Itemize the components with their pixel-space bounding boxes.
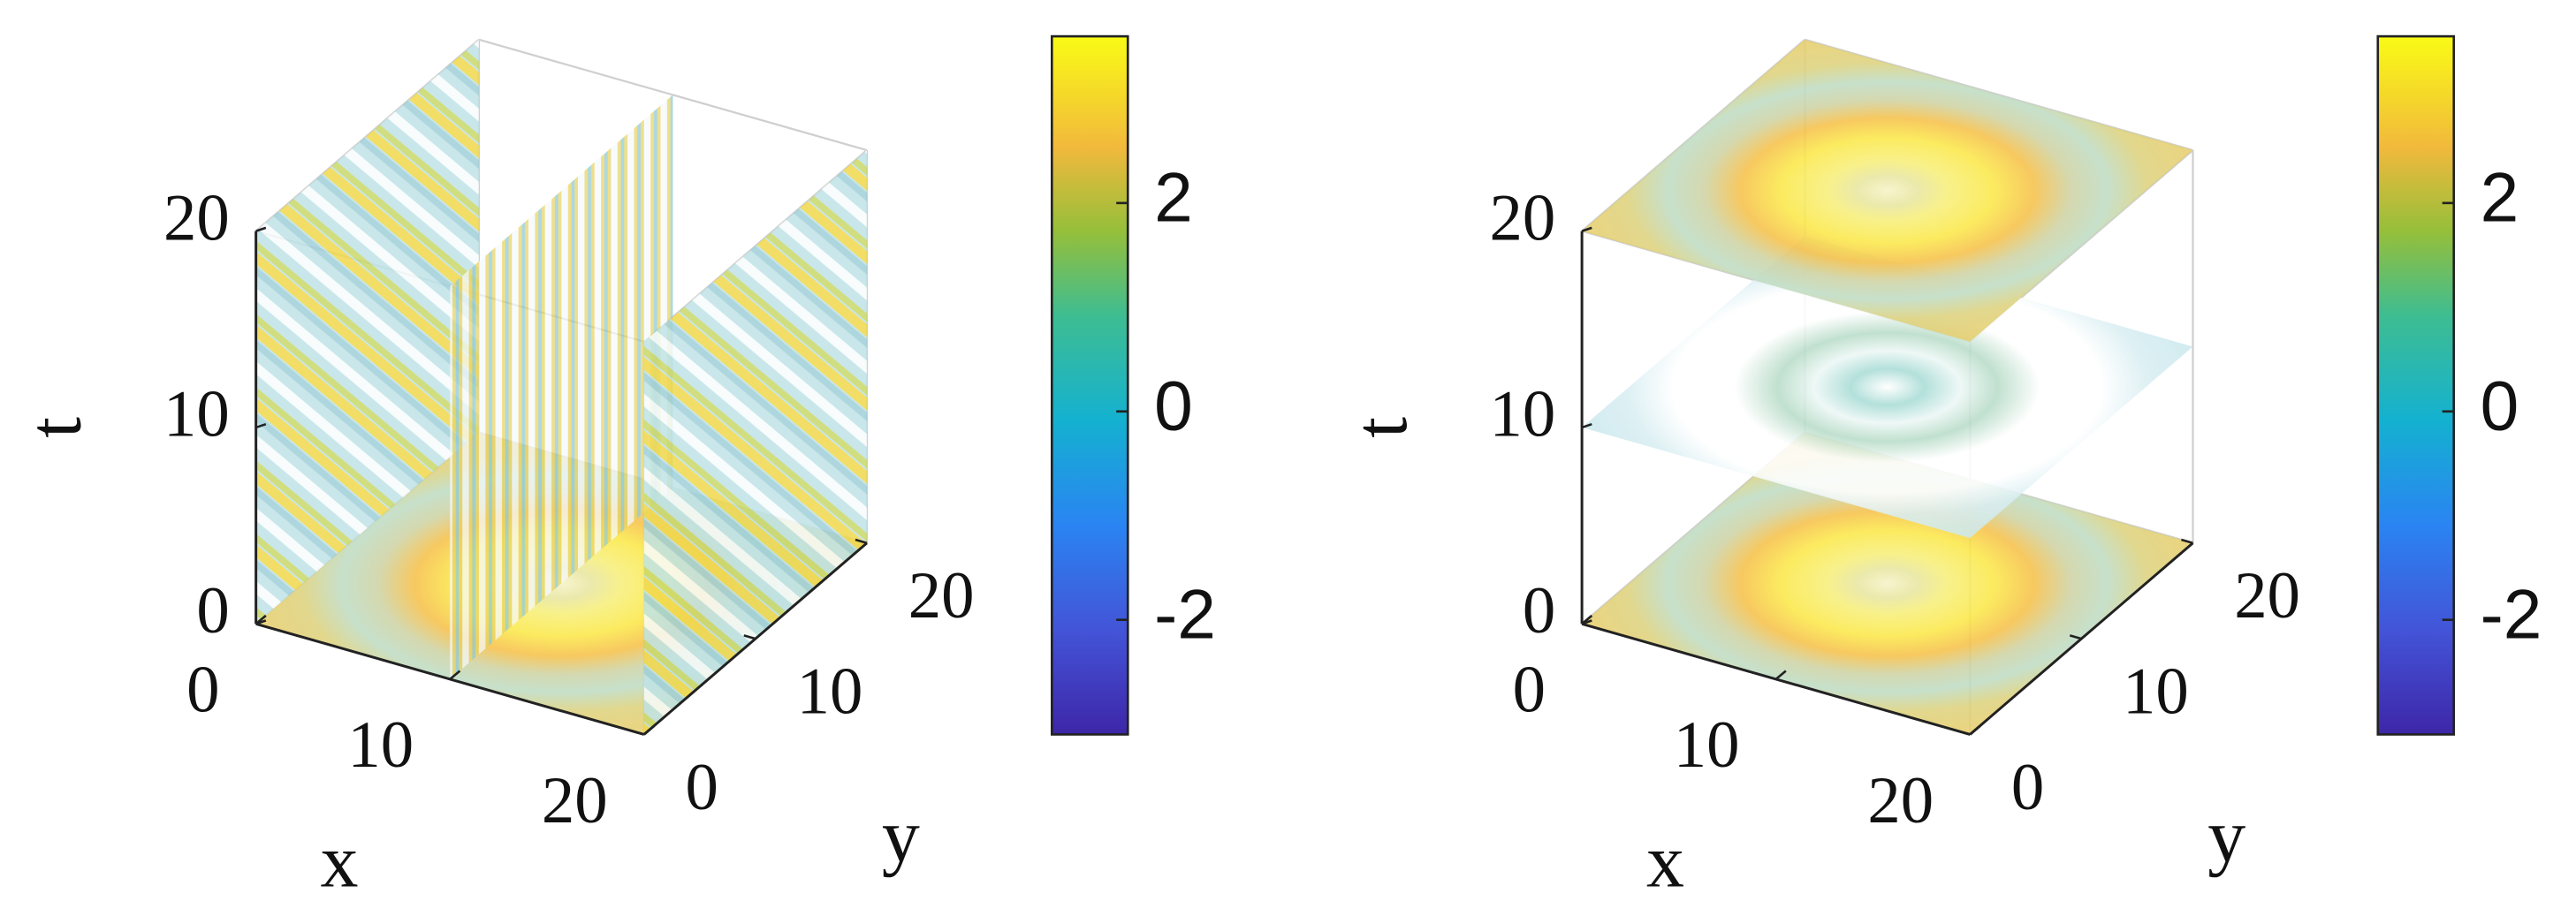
t-slice <box>1582 236 2193 539</box>
z-tick <box>255 422 267 429</box>
t-slice <box>1582 432 2193 735</box>
x-tick-label: 0 <box>186 654 219 727</box>
y-tick-label: 10 <box>797 655 863 729</box>
x-tick <box>449 670 461 680</box>
z-tick <box>1581 226 1592 232</box>
z-tick-label: 20 <box>163 181 230 254</box>
chart-panel: 0 10 20 0 10 20 0 10 20 x y t -2 0 2 <box>1338 34 2542 903</box>
x-tick-label: 10 <box>347 708 414 782</box>
colorbar <box>2376 34 2456 736</box>
y-tick <box>1957 730 1971 736</box>
z-tick-label: 0 <box>196 574 229 647</box>
y-axis-label: y <box>882 793 920 878</box>
x-tick <box>642 725 655 736</box>
x-tick-label: 20 <box>542 764 608 837</box>
x-tick-label: 20 <box>1867 764 1934 837</box>
x-slice <box>255 39 479 625</box>
z-tick-label: 20 <box>1489 181 1555 254</box>
y-tick <box>855 538 868 544</box>
y-tick <box>2181 538 2193 544</box>
x-tick <box>1581 614 1593 625</box>
colorbar-tick-label: 2 <box>1154 159 1193 237</box>
y-tick <box>632 730 645 736</box>
x-axis-label: x <box>1646 818 1684 903</box>
x-axis-label: x <box>321 818 359 903</box>
colorbar-tick-label: 0 <box>1154 367 1193 445</box>
x-tick-label: 0 <box>1513 654 1546 727</box>
z-tick-label: 10 <box>163 378 230 451</box>
x-tick <box>1774 670 1787 680</box>
y-axis-label: y <box>2207 793 2245 878</box>
x-tick-label: 10 <box>1674 708 1740 782</box>
x-slice <box>450 95 673 679</box>
z-tick <box>1581 422 1592 429</box>
z-tick <box>255 226 267 232</box>
y-tick <box>2069 634 2082 640</box>
t-axis-label: t <box>12 417 97 438</box>
y-tick-label: 20 <box>908 559 975 632</box>
colorbar-tick-label: 0 <box>2481 367 2519 445</box>
x-slice <box>643 150 868 735</box>
z-tick-label: 10 <box>1489 378 1555 451</box>
chart-panel: 0 10 20 0 10 20 0 10 20 x y t -2 0 2 <box>12 34 1216 903</box>
y-tick-label: 20 <box>2234 559 2300 632</box>
colorbar-tick-label: -2 <box>1154 575 1216 653</box>
y-tick-label: 10 <box>2123 655 2189 729</box>
colorbar <box>1050 34 1129 736</box>
x-tick <box>255 614 267 625</box>
y-tick-label: 0 <box>685 751 718 824</box>
colorbar-tick-label: -2 <box>2481 575 2542 653</box>
t-axis-label: t <box>1338 417 1423 438</box>
colorbar-tick-label: 2 <box>2481 159 2519 237</box>
z-tick-label: 0 <box>1523 574 1555 647</box>
t-slice <box>1582 39 2193 342</box>
y-tick-label: 0 <box>2011 751 2044 824</box>
x-tick <box>1969 725 1981 736</box>
y-tick <box>743 634 756 640</box>
